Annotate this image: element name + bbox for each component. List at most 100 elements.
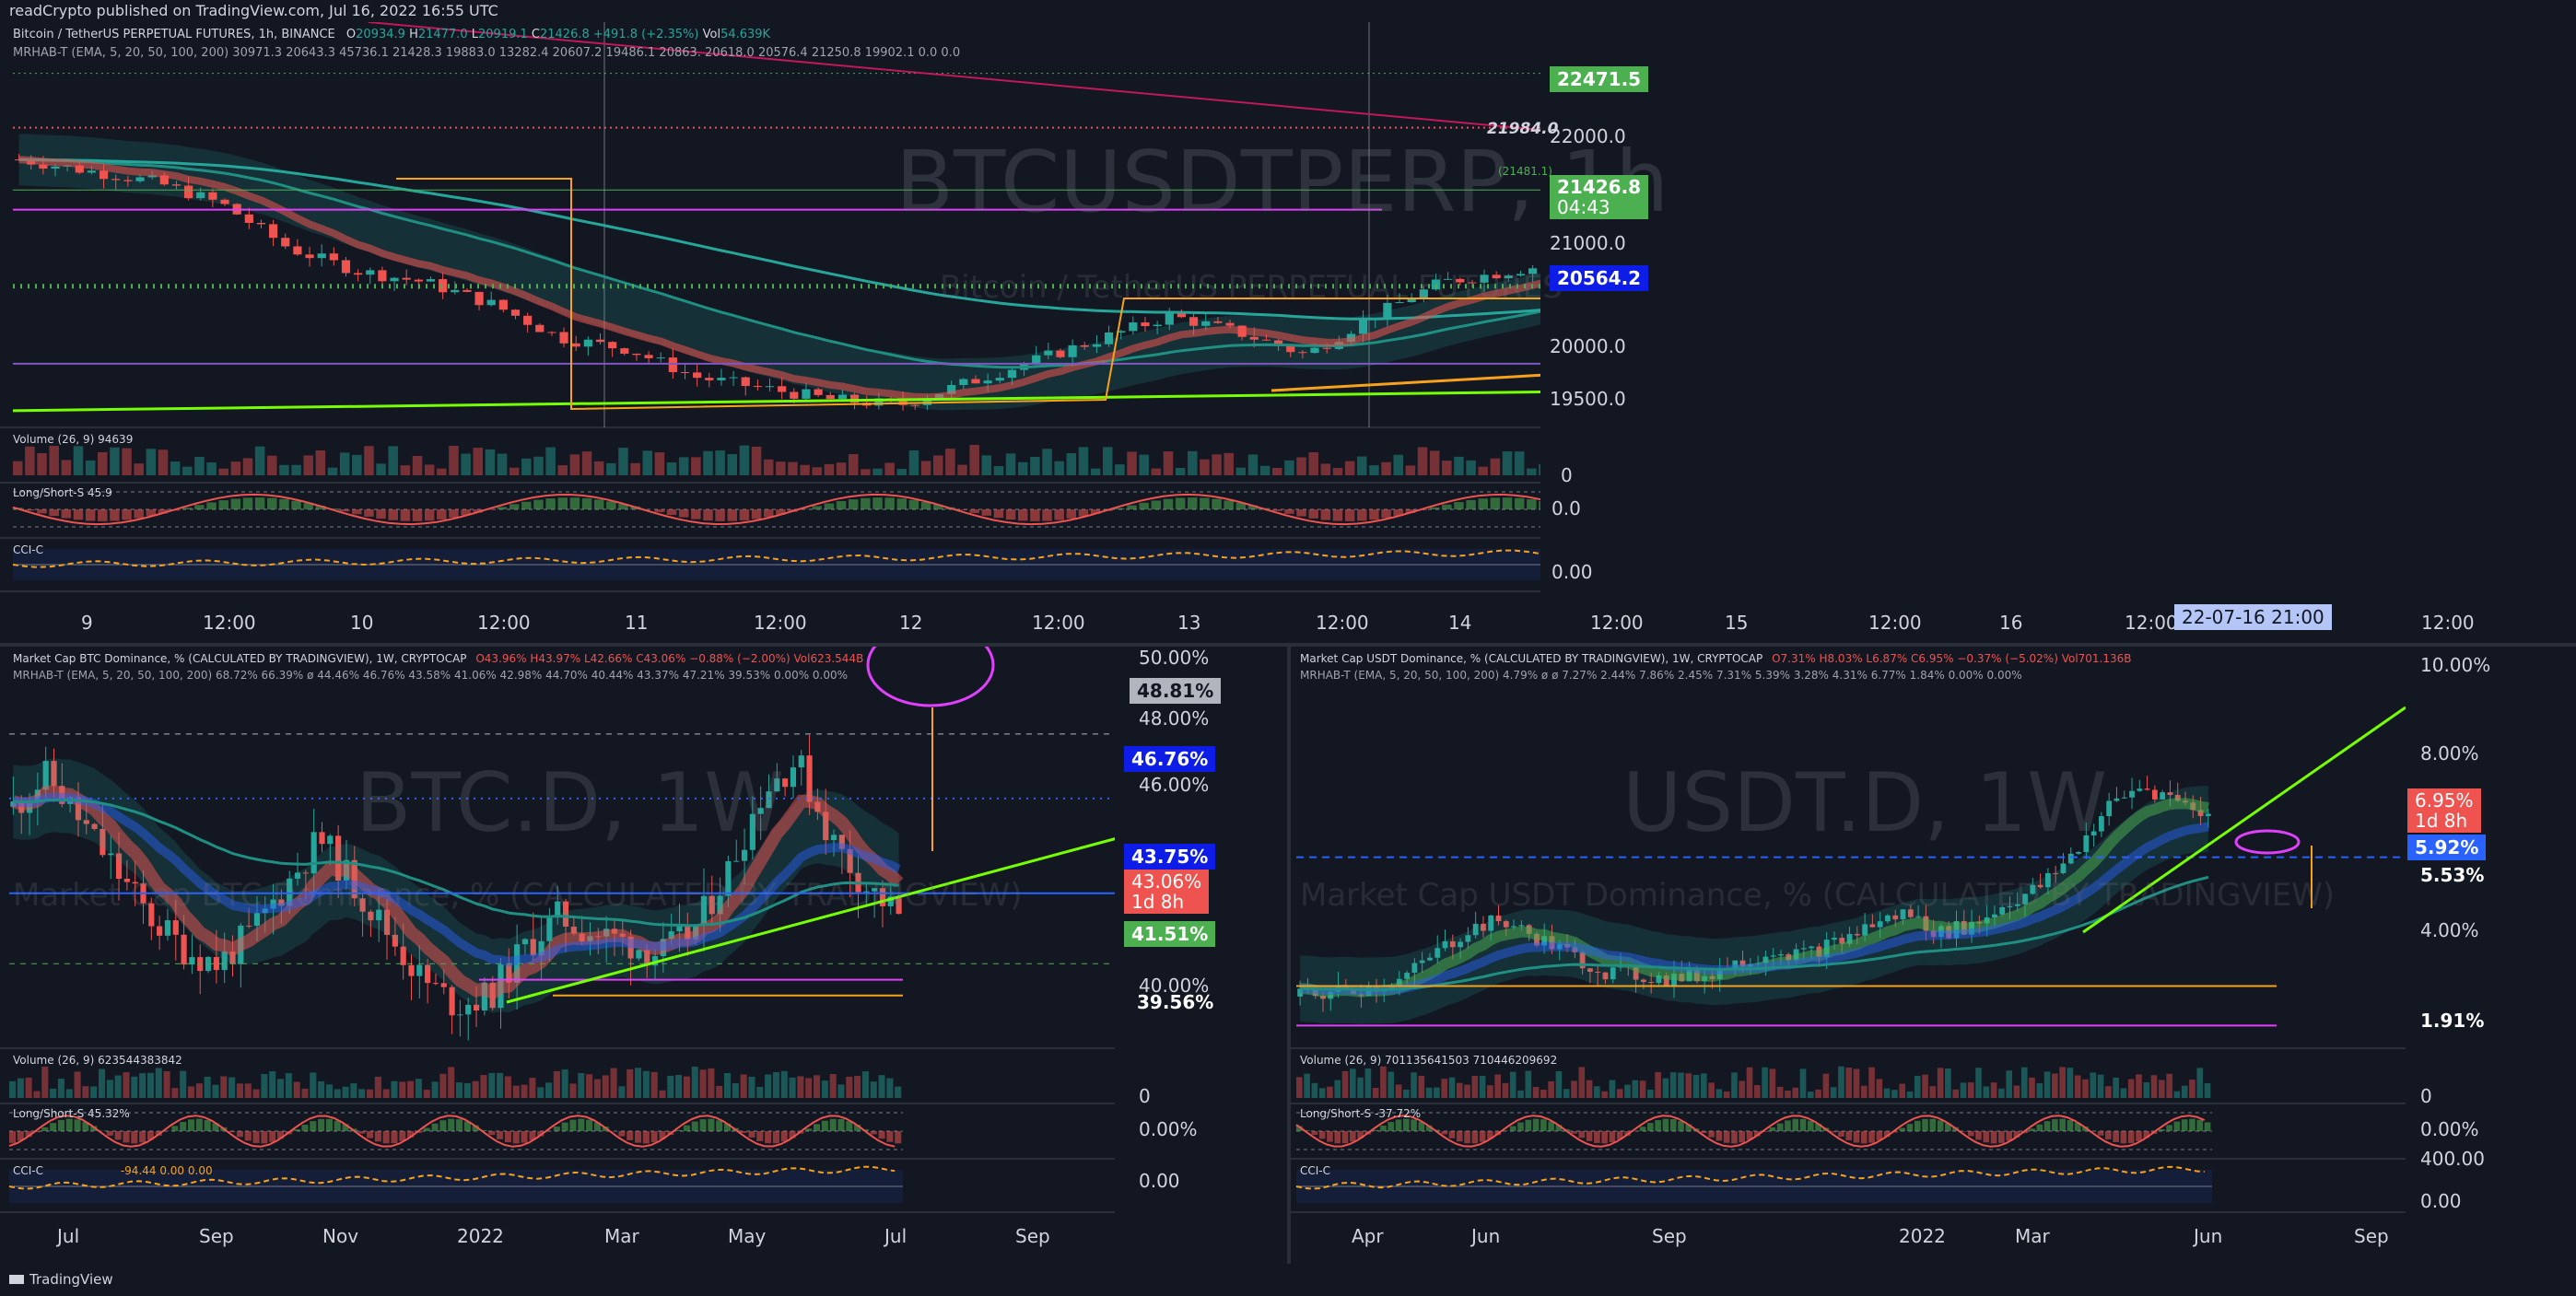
usdtd-cci-legend[interactable]: CCI-C [1300,1164,1331,1177]
candle-body [1503,921,1509,928]
ls-histogram-bar [252,1131,260,1143]
volume-bar [279,464,289,475]
volume-bar [895,1086,902,1098]
btcd-tag-green[interactable]: 41.51% [1124,921,1216,947]
candle-body [1141,322,1150,327]
candle-body [1800,948,1807,950]
top-ema-legend[interactable]: MRHAB-T (EMA, 5, 20, 50, 100, 200) 30971… [13,46,961,60]
ls-histogram-bar [1284,509,1294,514]
top-symbol-title[interactable]: Bitcoin / TetherUS PERPETUAL FUTURES, 1h… [13,28,335,41]
top-ls-legend[interactable]: Long/Short-S 45.9 [13,486,112,499]
top-legend: Bitcoin / TetherUS PERPETUAL FUTURES, 1h… [13,28,771,41]
volume-bar [824,463,835,475]
ls-histogram-bar [1327,1131,1333,1142]
ls-histogram-bar [1369,509,1379,520]
top-chart-panel[interactable]: Bitcoin / TetherUS PERPETUAL FUTURES, 1h… [0,22,2576,643]
usdtd-volume-legend[interactable]: Volume (26, 9) 701135641503 710446209692 [1300,1054,1558,1067]
volume-bar [188,1086,195,1098]
ls-histogram-bar [2082,1127,2089,1131]
volume-bar [789,1077,796,1098]
volume-bar [310,1072,317,1098]
btcd-cci-legend[interactable]: CCI-C -94.44 0.00 0.00 [13,1164,213,1177]
volume-bar [1188,450,1198,475]
btcd-chart-panel[interactable]: Market Cap BTC Dominance, % (CALCULATED … [0,647,1287,1264]
horizontal-divider[interactable] [0,643,2576,647]
candle-body [790,391,799,399]
btcd-tag-blue2[interactable]: 43.75% [1124,844,1216,870]
top-cci-legend[interactable]: CCI-C [13,543,44,556]
volume-bar [1434,1087,1440,1098]
volume-bar [431,1081,439,1098]
volume-bar [1005,453,1016,475]
ls-histogram-bar [57,1119,64,1131]
volume-bar [1509,1071,1516,1098]
ls-histogram-bar [1517,1122,1524,1131]
ls-histogram-bar [593,1122,601,1131]
candle-body [1465,935,1471,942]
top-price-chart[interactable] [0,22,2576,643]
ls-histogram-bar [82,1122,89,1131]
candle-body [863,891,870,893]
btcd-ls-legend[interactable]: Long/Short-S 45.32% [13,1107,130,1120]
candle-body [42,761,49,790]
usdtd-ls-legend[interactable]: Long/Short-S -37.72% [1300,1107,1422,1120]
current-price-tag[interactable]: 21426.8 04:43 [1550,175,1649,219]
ls-histogram-bar [2159,1128,2165,1131]
ls-histogram-bar [303,503,313,509]
vertical-divider[interactable] [1287,647,1291,1264]
candle-body [1900,909,1906,920]
volume-bar [884,462,895,475]
usdtd-price-tag[interactable]: 6.95% 1d 8h [2407,788,2481,833]
ls-histogram-bar [1393,509,1403,516]
ls-histogram-bar [1868,1131,1875,1143]
btcd-ema-legend[interactable]: MRHAB-T (EMA, 5, 20, 50, 100, 200) 68.72… [13,669,849,682]
level-tag-green[interactable]: 22471.5 [1550,66,1649,92]
ls-histogram-bar [339,509,350,512]
ls-histogram-bar [1609,1131,1616,1143]
volume-bar [1540,1089,1547,1098]
volume-bar [1571,1080,1577,1098]
candle-body [1992,914,1997,918]
volume-bar [739,445,750,475]
tradingview-logo[interactable]: TradingView [9,1271,113,1288]
level-tag-blue[interactable]: 20564.2 [1550,265,1649,291]
btcd-tag-blue[interactable]: 46.76% [1124,746,1216,772]
volume-bar [2196,1068,2204,1098]
candle-body [620,348,629,354]
candle-body [1273,340,1283,346]
volume-bar [512,1085,520,1098]
candle-body [383,909,391,935]
candle-body [2167,792,2173,796]
candle-body [1480,274,1489,283]
ls-histogram-bar [545,498,556,509]
candle-body [457,1014,463,1016]
ls-histogram-bar [2029,1128,2035,1131]
ls-oscillator-line [1295,1115,2206,1148]
candle-body [1225,322,1235,326]
highlight-ellipse [2234,829,2301,855]
btcd-tag-gray[interactable]: 48.81% [1130,678,1222,704]
time-axis-label: 10 [350,612,374,634]
usdtd-tag-blue[interactable]: 5.92% [2407,835,2487,860]
usdtd-chart-panel[interactable]: Market Cap USDT Dominance, % (CALCULATED… [1291,647,2576,1264]
top-cci-value: 0.00 [1551,561,1593,583]
candle-body [75,797,82,821]
ls-histogram-bar [134,509,144,519]
volume-bar [204,1076,211,1098]
time-axis-label: 11 [625,612,649,634]
volume-bar [17,1078,24,1098]
volume-bar [206,462,217,475]
ls-histogram-bar [683,1125,690,1131]
volume-bar [1478,466,1488,475]
usdtd-chart[interactable] [1291,647,2576,1264]
usdtd-ema-legend[interactable]: MRHAB-T (EMA, 5, 20, 50, 100, 200) 4.79%… [1300,669,2022,682]
top-volume-legend[interactable]: Volume (26, 9) 94639 [13,433,134,446]
time-axis-label: Apr [1352,1225,1384,1247]
btcd-volume-legend[interactable]: Volume (26, 9) 623544383842 [13,1054,182,1067]
volume-bar [812,467,823,475]
level-tag-red: 21984.0 [1487,120,1559,138]
volume-bar [1669,1072,1677,1098]
ls-histogram-bar [1042,509,1052,521]
btcd-price-tag[interactable]: 43.06% 1d 8h [1124,870,1210,914]
ls-histogram-bar [1639,1127,1646,1131]
